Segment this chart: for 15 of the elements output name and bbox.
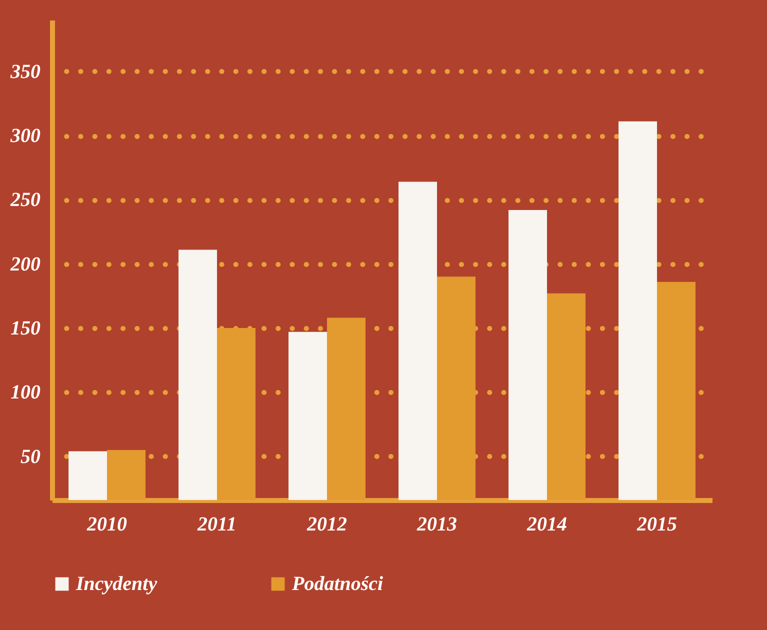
x-tick-label: 2012 [306, 514, 347, 536]
y-tick-label: 250 [10, 189, 40, 212]
x-tick-label: 2010 [86, 514, 127, 536]
y-tick-label: 350 [10, 60, 40, 83]
x-tick-label: 2013 [416, 514, 457, 536]
y-tick-label: 100 [10, 382, 40, 404]
legend-label: Podatności [291, 573, 384, 595]
y-tick-label: 150 [10, 318, 40, 340]
y-tick-label: 300 [10, 125, 40, 148]
x-tick-label: 2014 [526, 514, 567, 536]
y-tick-label: 200 [10, 253, 40, 276]
y-tick-label: 50 [20, 446, 40, 468]
x-tick-label: 2011 [196, 514, 236, 536]
x-tick-label: 2015 [636, 514, 677, 536]
legend-label: Incydenty [75, 573, 158, 595]
